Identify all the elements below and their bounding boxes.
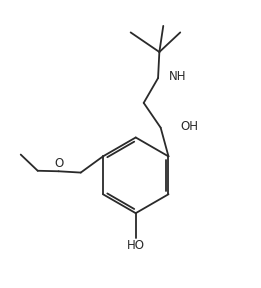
Text: O: O: [54, 157, 63, 170]
Text: HO: HO: [127, 239, 145, 252]
Text: OH: OH: [180, 120, 198, 133]
Text: NH: NH: [169, 70, 187, 83]
